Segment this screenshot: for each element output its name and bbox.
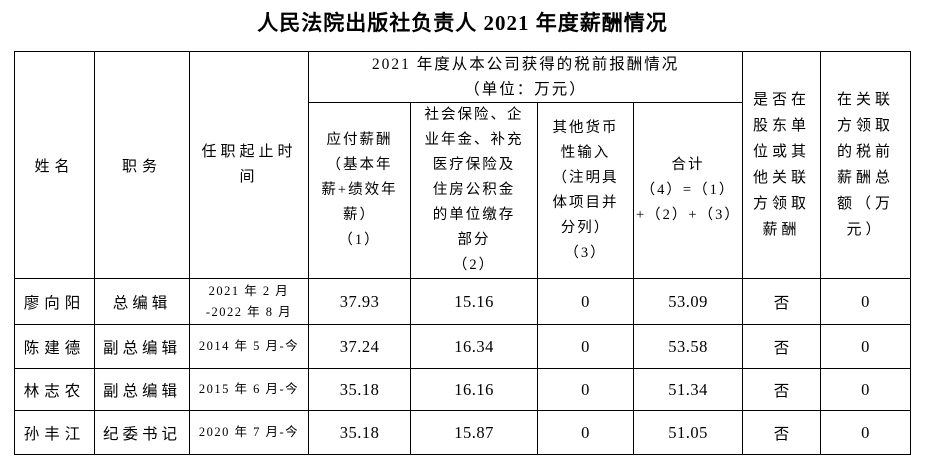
cell-name: 廖向阳 (14, 278, 95, 325)
cell-shareholder-pay: 否 (742, 410, 822, 455)
col-header-shareholder-pay: 是否在 股东单 位或其 他关联 方领取 薪酬 (742, 51, 822, 279)
cell-other-monetary: 0 (537, 368, 634, 411)
cell-term: 2021 年 2 月 -2022 年 8 月 (189, 278, 309, 325)
group-header-pretax-compensation: 2021 年度从本公司获得的税前报酬情况 （单位：万元） (307, 51, 744, 103)
page-title: 人民法院出版社负责人 2021 年度薪酬情况 (257, 11, 668, 35)
cell-total: 51.05 (632, 410, 744, 455)
cell-position: 副总编辑 (94, 324, 190, 369)
cell-related-party-pay: 0 (820, 324, 912, 369)
cell-total: 51.34 (632, 368, 744, 411)
header-row-top: 姓名 职务 任职起止时 间 2021 年度从本公司获得的税前报酬情况 （单位：万… (14, 51, 912, 279)
cell-social-insurance: 16.16 (410, 368, 538, 411)
col-header-other-monetary: 其他货币 性输入 （注明具 体项目并 分列） （3） (537, 102, 634, 279)
cell-shareholder-pay: 否 (742, 278, 822, 325)
cell-related-party-pay: 0 (820, 368, 912, 411)
col-header-term: 任职起止时 间 (189, 51, 309, 279)
cell-name: 孙丰江 (14, 410, 95, 455)
cell-shareholder-pay: 否 (742, 368, 822, 411)
cell-term: 2014 年 5 月-今 (189, 324, 309, 369)
cell-other-monetary: 0 (537, 410, 634, 455)
col-header-payable-salary: 应付薪酬 （基本年 薪+绩效年 薪） （1） (308, 102, 411, 279)
cell-related-party-pay: 0 (820, 410, 912, 455)
table-row: 廖向阳 总编辑 2021 年 2 月 -2022 年 8 月 37.93 15.… (14, 278, 912, 325)
cell-payable-salary: 35.18 (308, 368, 411, 411)
cell-position: 总编辑 (94, 278, 190, 325)
cell-payable-salary: 35.18 (308, 410, 411, 455)
cell-position: 纪委书记 (94, 410, 190, 455)
cell-name: 陈建德 (14, 324, 95, 369)
cell-social-insurance: 15.87 (410, 410, 538, 455)
cell-total: 53.09 (632, 278, 744, 325)
table-row: 孙丰江 纪委书记 2020 年 7 月-今 35.18 15.87 0 51.0… (14, 410, 912, 455)
cell-other-monetary: 0 (537, 324, 634, 369)
col-header-total: 合计 （4）=（1） +（2）+（3） (632, 102, 744, 279)
cell-social-insurance: 16.34 (410, 324, 538, 369)
cell-related-party-pay: 0 (820, 278, 912, 325)
cell-shareholder-pay: 否 (742, 324, 822, 369)
cell-other-monetary: 0 (537, 278, 634, 325)
cell-payable-salary: 37.24 (308, 324, 411, 369)
table-row: 陈建德 副总编辑 2014 年 5 月-今 37.24 16.34 0 53.5… (14, 324, 912, 369)
col-header-social-insurance: 社会保险、企 业年金、补充 医疗保险及 住房公积金 的单位缴存 部分 （2） (410, 102, 538, 279)
col-header-position: 职务 (94, 51, 190, 279)
group-header-line2: （单位：万元） (464, 81, 587, 98)
group-header-line1: 2021 年度从本公司获得的税前报酬情况 (371, 56, 680, 73)
cell-payable-salary: 37.93 (308, 278, 411, 325)
col-header-name: 姓名 (14, 51, 95, 279)
cell-social-insurance: 15.16 (410, 278, 538, 325)
cell-term: 2020 年 7 月-今 (189, 410, 309, 455)
cell-position: 副总编辑 (94, 368, 190, 411)
table-row: 林志农 副总编辑 2015 年 6 月-今 35.18 16.16 0 51.3… (14, 368, 912, 411)
cell-term: 2015 年 6 月-今 (189, 368, 309, 411)
salary-table: 姓名 职务 任职起止时 间 2021 年度从本公司获得的税前报酬情况 （单位：万… (14, 51, 912, 455)
col-header-related-party-pay: 在关联 方领取 的税前 薪酬总 额（万 元） (820, 51, 912, 279)
cell-name: 林志农 (14, 368, 95, 411)
header-row-sub: 应付薪酬 （基本年 薪+绩效年 薪） （1） 社会保险、企 业年金、补充 医疗保… (15, 102, 911, 279)
cell-total: 53.58 (632, 324, 744, 369)
